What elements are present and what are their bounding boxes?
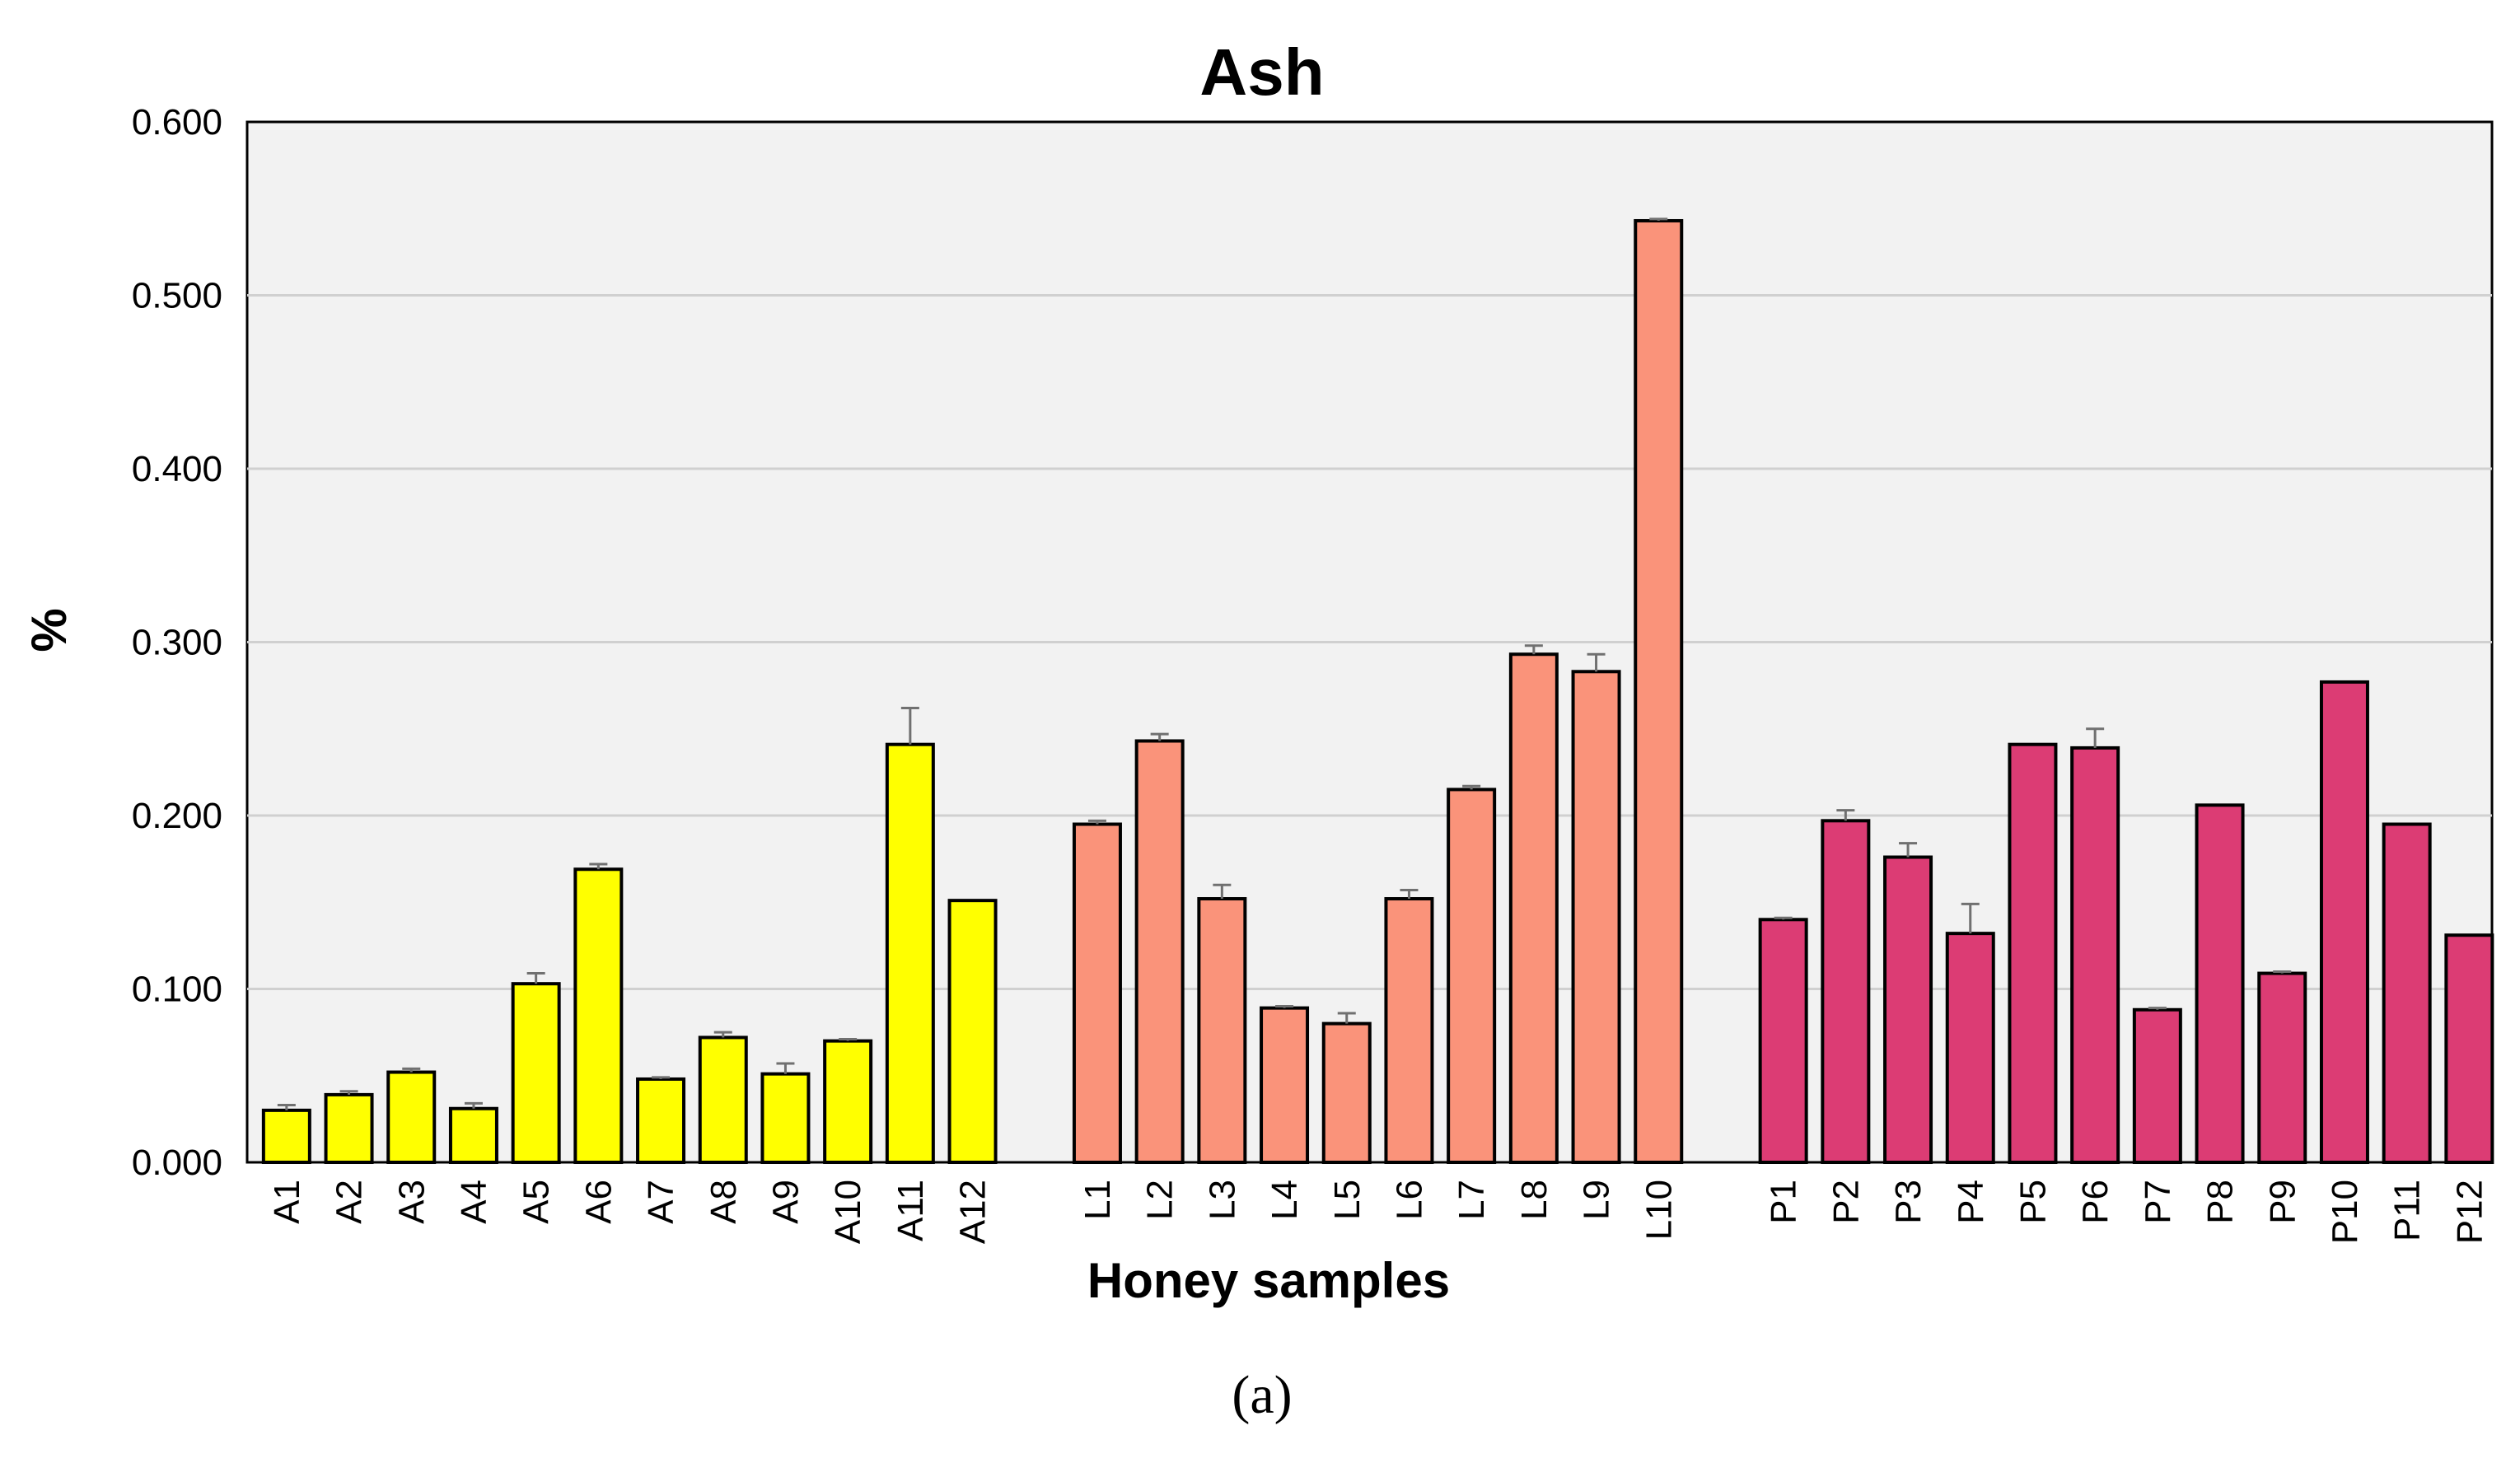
x-axis-label: Honey samples [1087, 1253, 1450, 1308]
bar-A8 [700, 1037, 746, 1162]
bar-P11 [2384, 825, 2430, 1162]
y-tick-label: 0.400 [132, 449, 222, 489]
bar-A4 [451, 1109, 497, 1162]
x-tick-label-L4: L4 [1265, 1180, 1305, 1220]
bar-L1 [1074, 825, 1120, 1162]
y-tick-label: 0.500 [132, 276, 222, 316]
bar-P10 [2321, 682, 2368, 1162]
bar-L5 [1324, 1024, 1370, 1162]
chart-title: Ash [1199, 35, 1324, 109]
bar-A12 [950, 900, 996, 1162]
x-tick-label-L9: L9 [1577, 1180, 1617, 1220]
x-tick-label-A4: A4 [454, 1180, 494, 1224]
bar-A7 [638, 1079, 684, 1162]
x-tick-label-L1: L1 [1078, 1180, 1118, 1220]
y-tick-label: 0.300 [132, 623, 222, 663]
x-tick-label-P2: P2 [1826, 1180, 1866, 1224]
bar-P8 [2197, 805, 2243, 1162]
x-tick-label-L5: L5 [1327, 1180, 1368, 1220]
x-tick-label-A10: A10 [828, 1180, 868, 1244]
bar-L7 [1448, 789, 1494, 1162]
x-tick-label-A6: A6 [578, 1180, 619, 1224]
bar-P6 [2072, 748, 2118, 1162]
bar-P3 [1885, 858, 1931, 1162]
bar-P2 [1822, 820, 1868, 1162]
figure-caption: (a) [1232, 1365, 1292, 1425]
bar-A11 [887, 745, 933, 1162]
x-tick-label-L7: L7 [1452, 1180, 1492, 1220]
bar-L10 [1635, 221, 1681, 1162]
x-tick-label-P8: P8 [2200, 1180, 2241, 1224]
bar-P4 [1947, 933, 1994, 1162]
x-tick-label-A8: A8 [704, 1180, 744, 1224]
bar-A3 [388, 1073, 434, 1162]
bar-P7 [2134, 1010, 2181, 1162]
x-tick-label-L10: L10 [1639, 1180, 1679, 1240]
y-tick-label: 0.100 [132, 970, 222, 1010]
x-tick-label-L2: L2 [1140, 1180, 1181, 1220]
x-tick-label-P4: P4 [1951, 1180, 1991, 1224]
x-tick-label-A9: A9 [765, 1180, 806, 1224]
y-tick-label: 0.000 [132, 1143, 222, 1183]
x-tick-label-A11: A11 [891, 1180, 931, 1241]
x-tick-label-P5: P5 [2013, 1180, 2053, 1224]
x-tick-label-P6: P6 [2075, 1180, 2116, 1224]
x-tick-label-P12: P12 [2449, 1180, 2490, 1244]
x-tick-label-A12: A12 [953, 1180, 994, 1244]
bar-L4 [1261, 1008, 1307, 1162]
x-tick-label-P3: P3 [1888, 1180, 1929, 1224]
x-tick-label-A2: A2 [330, 1180, 370, 1224]
bar-P5 [2009, 745, 2055, 1162]
y-tick-label: 0.600 [132, 102, 222, 143]
x-tick-label-L6: L6 [1389, 1180, 1429, 1220]
x-tick-label-L3: L3 [1202, 1180, 1242, 1220]
x-tick-label-A5: A5 [517, 1180, 557, 1224]
x-axis-ticks: A1 A2 A3 A4 A5 A6 A7 A8 A9 A10 A11 A12 L1 L2 L3 L4 L5 L6 L… [267, 1180, 2490, 1244]
bar-L8 [1511, 654, 1557, 1162]
bar-P1 [1760, 919, 1807, 1162]
bar-A1 [264, 1110, 310, 1162]
x-tick-label-A3: A3 [391, 1180, 432, 1224]
x-tick-label-A1: A1 [267, 1180, 307, 1224]
bar-L2 [1137, 741, 1183, 1162]
y-tick-label: 0.200 [132, 796, 222, 836]
bar-A10 [825, 1041, 871, 1162]
bar-L6 [1386, 899, 1432, 1162]
x-tick-label-P7: P7 [2138, 1180, 2178, 1224]
bar-P9 [2259, 974, 2305, 1162]
y-axis-label: % [21, 608, 77, 652]
x-tick-label-A7: A7 [641, 1180, 681, 1224]
bar-P12 [2446, 935, 2492, 1162]
x-tick-label-P1: P1 [1764, 1180, 1804, 1224]
bar-A5 [513, 984, 559, 1162]
y-axis-ticks: 0.000 0.100 0.200 0.300 0.400 0.500 0.600 [132, 102, 222, 1183]
bar-L3 [1199, 899, 1245, 1162]
x-tick-label-L8: L8 [1514, 1180, 1555, 1220]
x-tick-label-P11: P11 [2387, 1180, 2428, 1241]
x-tick-label-P9: P9 [2262, 1180, 2303, 1224]
bar-A9 [762, 1074, 808, 1162]
bar-A2 [326, 1095, 372, 1162]
x-tick-label-P10: P10 [2325, 1180, 2365, 1244]
bar-A6 [575, 869, 621, 1162]
bar-L9 [1573, 671, 1620, 1162]
